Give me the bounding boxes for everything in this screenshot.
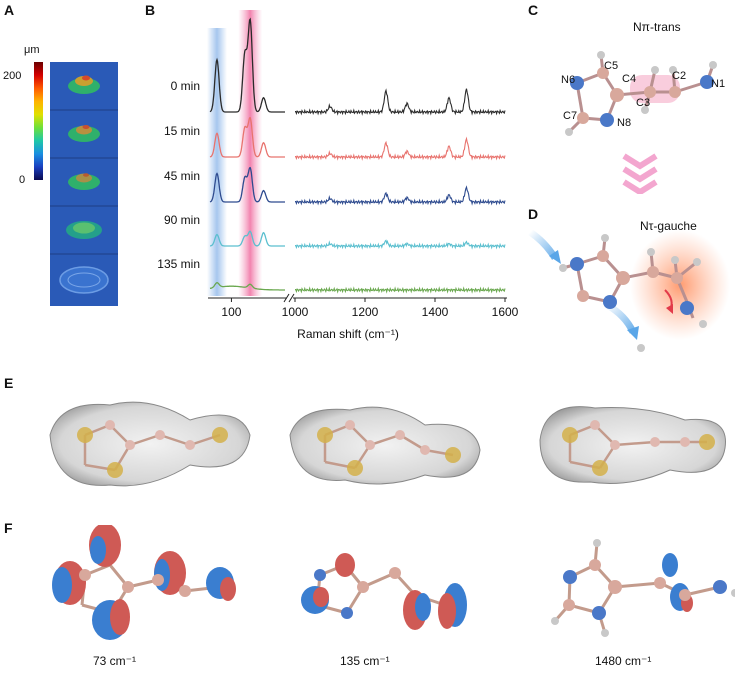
spectrum-high-1: [295, 136, 506, 161]
spectrum-high-3: [295, 239, 506, 250]
spectrum-low-3: [210, 230, 285, 247]
atom-label-c4: C4: [622, 73, 637, 85]
atom-label-c5: C5: [604, 60, 619, 72]
axis-break-2: [288, 293, 295, 303]
x-tick-label-3: 1400: [422, 305, 449, 319]
density-map-2: [289, 406, 481, 485]
series-label-1: 15 min: [164, 124, 200, 138]
series-label-3: 90 min: [164, 213, 200, 227]
raman-spectra-chart: 0 min 15 min 45 min 90 min 135 min 100 1000 12…: [157, 10, 519, 341]
panel-label-e: E: [4, 375, 14, 391]
mode-label-1480: 1480 cm⁻¹: [595, 654, 652, 668]
conversion-chevrons-icon: [622, 153, 658, 194]
x-tick-label-2: 1200: [352, 305, 379, 319]
droplet-135min: [59, 266, 109, 294]
droplet-0min: [68, 75, 100, 94]
mode-label-73: 73 cm⁻¹: [93, 654, 137, 668]
atom-label-n6: N6: [561, 74, 576, 86]
x-axis-title: Raman shift (cm⁻¹): [297, 327, 399, 341]
vibration-modes-row: [52, 525, 735, 640]
mode-135: [301, 553, 467, 630]
atom-label-n1: N1: [711, 78, 726, 90]
atom-label-c7: C7: [563, 110, 578, 122]
density-map-1: [49, 401, 251, 487]
spectrum-low-0: [209, 17, 285, 113]
spectrum-low-1: [209, 116, 285, 158]
mode-1480: [551, 539, 735, 637]
conformer-c-title: Nπ-trans: [633, 20, 681, 34]
series-label-2: 45 min: [164, 169, 200, 183]
panel-label-f: F: [4, 520, 13, 536]
x-tick-label-0: 100: [221, 305, 241, 319]
panel-label-c: C: [528, 2, 539, 18]
spectrum-high-2: [295, 185, 506, 206]
series-label-0: 0 min: [171, 79, 200, 93]
x-tick-label-4: 1600: [492, 305, 519, 319]
colorbar-unit: μm: [24, 44, 40, 56]
spectrum-low-2: [209, 166, 285, 203]
droplet-15min: [68, 125, 100, 142]
band-73: [206, 28, 227, 296]
density-map-3: [539, 406, 726, 484]
colorbar: [34, 62, 43, 180]
colorbar-min-label: 0: [19, 174, 26, 186]
spectrum-low-4: [209, 282, 285, 291]
panel-label-b: B: [145, 2, 156, 18]
conformer-d-title: Nτ-gauche: [640, 219, 697, 233]
droplet-45min: [68, 173, 100, 190]
atom-label-c3: C3: [636, 97, 651, 109]
x-tick-label-1: 1000: [282, 305, 309, 319]
panel-label-d: D: [528, 206, 539, 222]
droplet-image-stack: [50, 62, 118, 306]
spectrum-high-0: [295, 88, 506, 116]
axis-break-1: [283, 293, 290, 303]
mode-73: [52, 525, 236, 640]
molecule-trans: [565, 51, 717, 136]
atom-label-n8: N8: [617, 117, 632, 129]
electron-density-row: [49, 401, 726, 487]
droplet-90min: [66, 221, 102, 239]
band-135: [238, 10, 263, 296]
atom-label-c2: C2: [672, 70, 687, 82]
mode-label-135: 135 cm⁻¹: [340, 654, 390, 668]
colorbar-max-label: 200: [3, 70, 22, 82]
molecule-gauche: [528, 229, 730, 352]
series-label-4: 135 min: [157, 257, 200, 271]
spectrum-high-4: [295, 286, 506, 294]
panel-label-a: A: [4, 2, 15, 18]
